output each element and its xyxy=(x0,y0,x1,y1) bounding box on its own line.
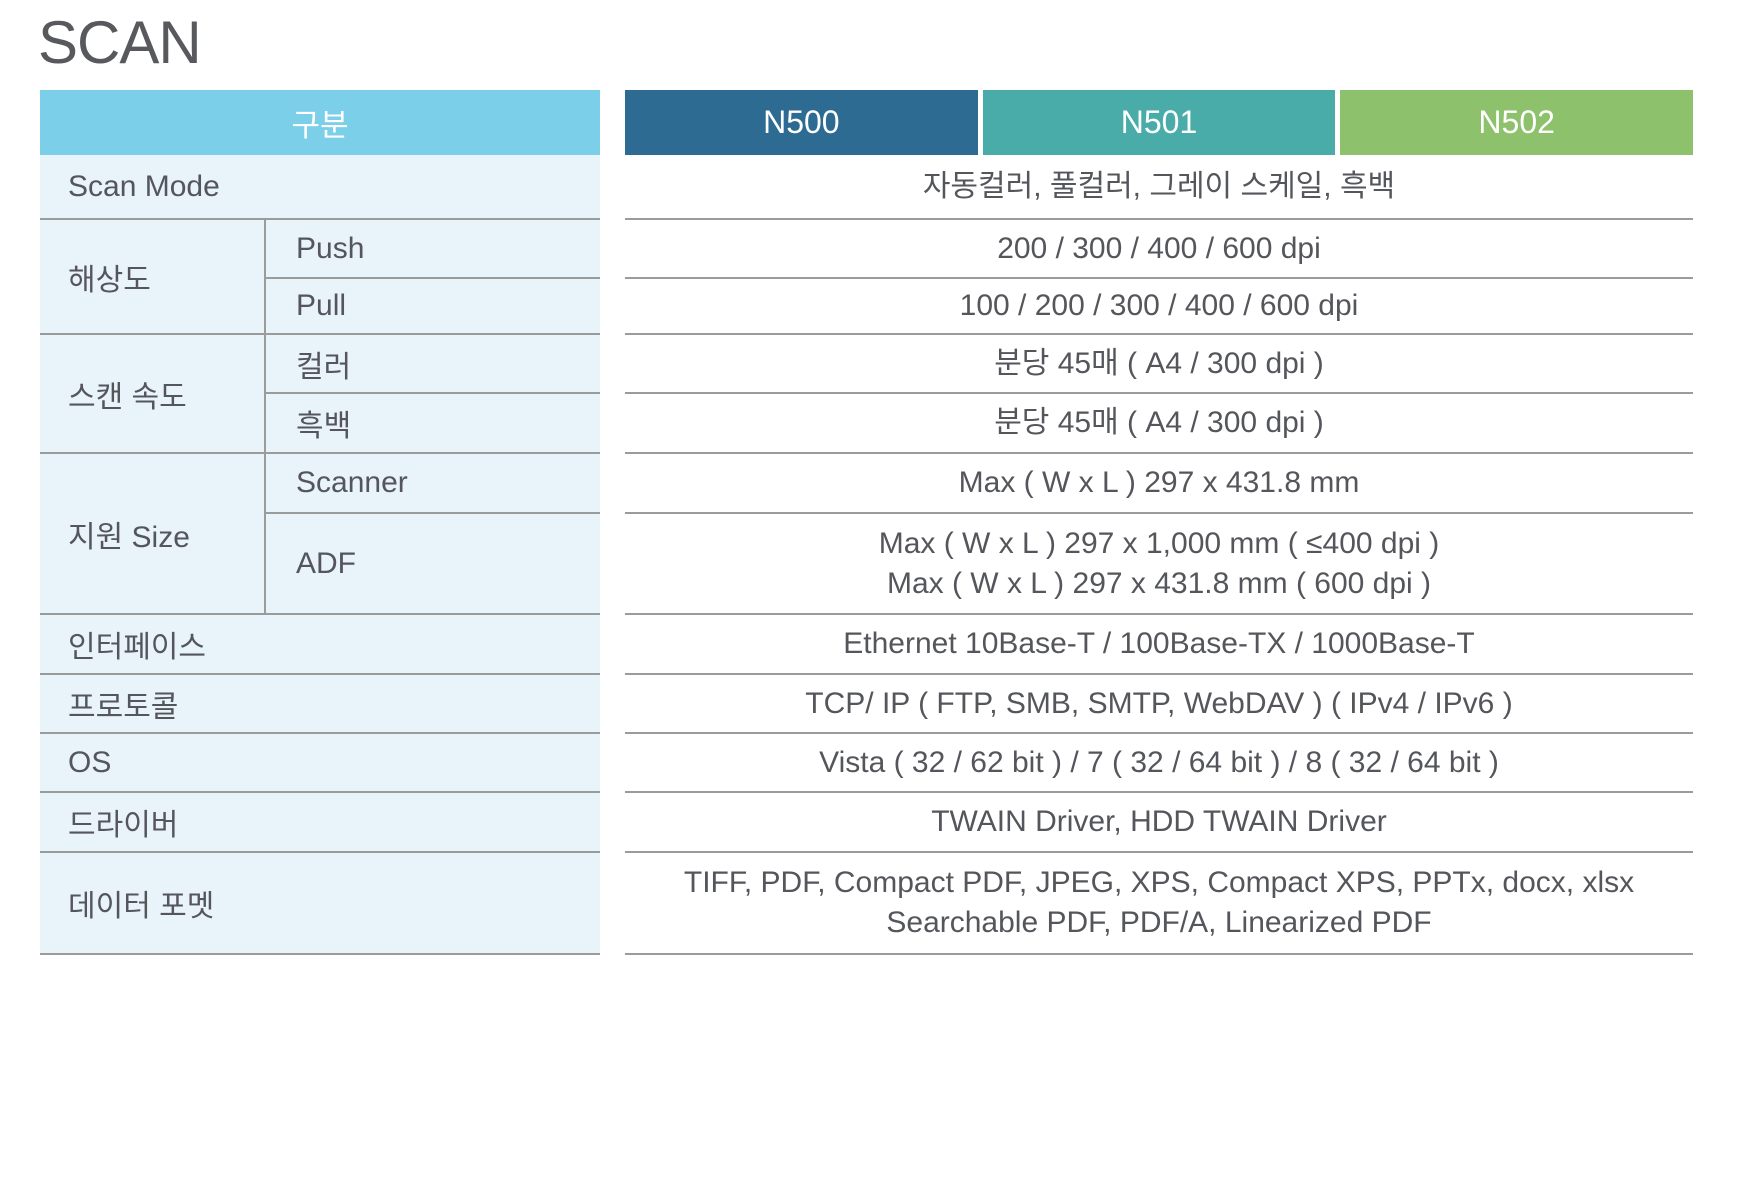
value-scan-speed-mono: 분당 45매 ( A4 / 300 dpi ) xyxy=(625,392,1693,452)
row-label-os: OS xyxy=(40,732,600,791)
value-scan-speed-color: 분당 45매 ( A4 / 300 dpi ) xyxy=(625,333,1693,392)
value-data-format: TIFF, PDF, Compact PDF, JPEG, XPS, Compa… xyxy=(625,851,1693,953)
value-size-adf: Max ( W x L ) 297 x 1,000 mm ( ≤400 dpi … xyxy=(625,512,1693,613)
row-label-scan-speed-mono: 흑백 xyxy=(264,392,600,452)
category-table: 구분 Scan Mode 해상도 Push Pull 스캔 속도 컬러 흑백 지… xyxy=(40,90,600,955)
value-size-scanner: Max ( W x L ) 297 x 431.8 mm xyxy=(625,452,1693,512)
value-interface: Ethernet 10Base-T / 100Base-TX / 1000Bas… xyxy=(625,613,1693,673)
model-header-row: N500 N501 N502 xyxy=(625,90,1694,155)
category-header-cell: 구분 xyxy=(40,90,600,155)
row-label-driver: 드라이버 xyxy=(40,791,600,851)
value-size-adf-line1: Max ( W x L ) 297 x 1,000 mm ( ≤400 dpi … xyxy=(878,526,1440,560)
value-data-format-line1: TIFF, PDF, Compact PDF, JPEG, XPS, Compa… xyxy=(683,866,1635,899)
value-protocol: TCP/ IP ( FTP, SMB, SMTP, WebDAV ) ( IPv… xyxy=(625,673,1693,732)
value-scan-mode: 자동컬러, 풀컬러, 그레이 스케일, 흑백 xyxy=(625,155,1693,218)
row-label-resolution-push: Push xyxy=(264,218,600,277)
value-resolution-pull: 100 / 200 / 300 / 400 / 600 dpi xyxy=(625,277,1693,333)
values-table: N500 N501 N502 자동컬러, 풀컬러, 그레이 스케일, 흑백 20… xyxy=(625,90,1694,955)
row-label-scan-speed-color: 컬러 xyxy=(264,333,600,392)
value-resolution-push: 200 / 300 / 400 / 600 dpi xyxy=(625,218,1693,277)
values-table-body: 자동컬러, 풀컬러, 그레이 스케일, 흑백 200 / 300 / 400 /… xyxy=(625,155,1693,955)
row-label-scan-mode: Scan Mode xyxy=(68,169,220,203)
scan-spec-table: 구분 Scan Mode 해상도 Push Pull 스캔 속도 컬러 흑백 지… xyxy=(40,90,1694,955)
row-label-resolution: 해상도 xyxy=(40,218,264,333)
value-os: Vista ( 32 / 62 bit ) / 7 ( 32 / 64 bit … xyxy=(625,732,1693,791)
value-size-adf-line2: Max ( W x L ) 297 x 431.8 mm ( 600 dpi ) xyxy=(886,566,1432,600)
row-label-resolution-pull: Pull xyxy=(264,277,600,333)
category-table-body: Scan Mode 해상도 Push Pull 스캔 속도 컬러 흑백 지원 S… xyxy=(40,155,600,955)
row-label-size-adf: ADF xyxy=(264,512,600,613)
row-label-interface: 인터페이스 xyxy=(40,613,600,673)
model-header-n502: N502 xyxy=(1340,90,1694,155)
row-label-protocol: 프로토콜 xyxy=(40,673,600,732)
model-header-n501: N501 xyxy=(982,90,1336,155)
row-label-data-format: 데이터 포멧 xyxy=(40,851,600,953)
value-driver: TWAIN Driver, HDD TWAIN Driver xyxy=(625,791,1693,851)
page-title: SCAN xyxy=(38,9,202,76)
model-header-n500: N500 xyxy=(625,90,978,155)
row-label-size-scanner: Scanner xyxy=(264,452,600,512)
row-label-scan-speed: 스캔 속도 xyxy=(40,333,264,452)
row-label-supported-size: 지원 Size xyxy=(40,452,264,613)
value-data-format-line2: Searchable PDF, PDF/A, Linearized PDF xyxy=(886,906,1432,939)
